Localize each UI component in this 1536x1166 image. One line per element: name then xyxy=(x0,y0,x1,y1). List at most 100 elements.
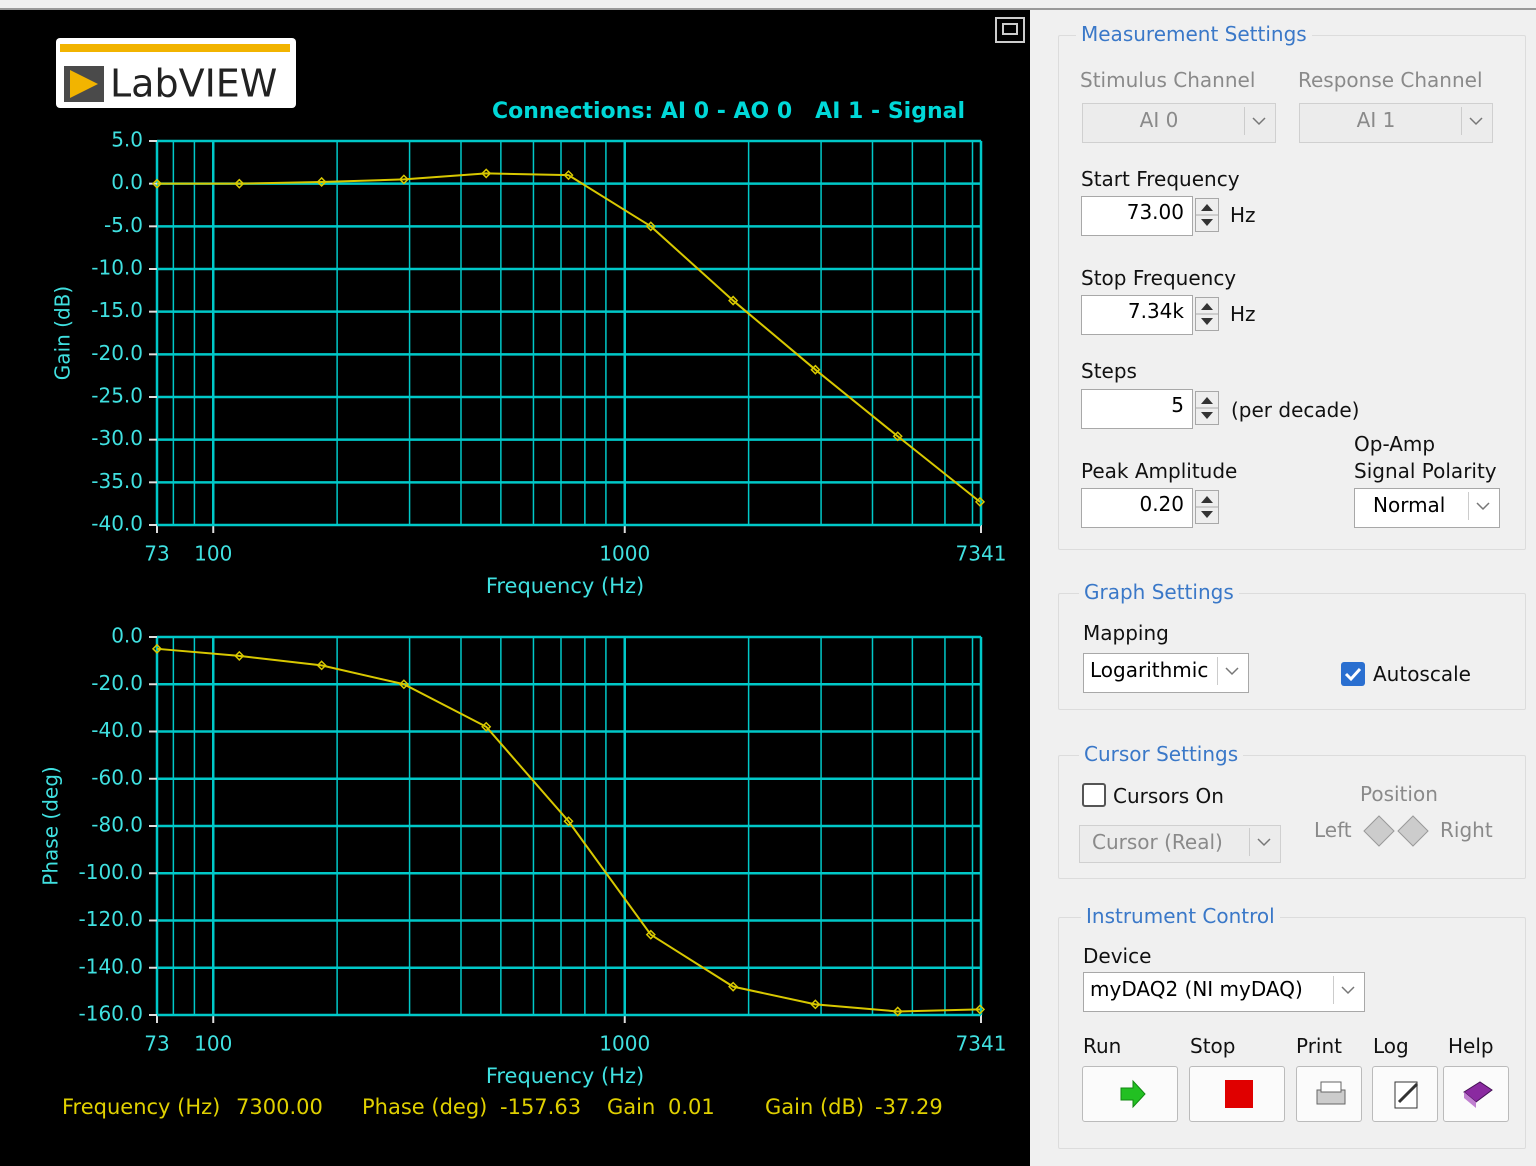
spinner[interactable] xyxy=(1195,198,1219,232)
label: Stop Frequency xyxy=(1081,266,1237,290)
x-tick-label: 73 xyxy=(144,1032,169,1056)
data-point xyxy=(481,168,492,179)
data-point xyxy=(892,431,903,442)
y-tick-label: -60.0 xyxy=(91,765,143,789)
data-point xyxy=(974,496,986,507)
data-point xyxy=(563,816,574,827)
dropdown-arrow xyxy=(1217,657,1246,685)
data-point xyxy=(316,176,327,188)
y-tick-label: -100.0 xyxy=(79,860,143,884)
y-tick-label: -40.0 xyxy=(91,718,143,742)
stop-frequency-input[interactable]: 7.34k xyxy=(1081,295,1193,335)
button[interactable] xyxy=(1082,1066,1178,1122)
label: Start Frequency xyxy=(1081,167,1240,191)
label: Signal Polarity xyxy=(1354,459,1497,483)
logo-bar xyxy=(60,44,290,52)
data-point xyxy=(398,174,409,185)
chevron xyxy=(1476,502,1490,511)
chevron xyxy=(1252,117,1266,126)
data-point xyxy=(234,178,245,189)
dropdown-arrow xyxy=(1244,107,1273,135)
amplitude-input[interactable]: 0.20 xyxy=(1081,488,1193,528)
graph-panel: LabVIEW Connections: AI 0 - AO 0 AI 1 - … xyxy=(0,10,1030,1166)
button-label: Log xyxy=(1373,1034,1409,1058)
x-tick-label: 73 xyxy=(144,542,169,566)
button-icon xyxy=(1316,1081,1346,1105)
group-box xyxy=(1058,755,1526,879)
x-axis-label: Frequency (Hz) xyxy=(486,574,644,598)
spin-arrows xyxy=(1196,496,1218,518)
spinner[interactable] xyxy=(1195,297,1219,331)
data-point xyxy=(645,929,656,940)
restore-icon[interactable] xyxy=(995,17,1025,43)
cursor-diamonds[interactable] xyxy=(1362,814,1432,848)
y-tick-label: -140.0 xyxy=(79,954,143,978)
data-point xyxy=(151,643,163,654)
label: Op-Amp xyxy=(1354,432,1436,456)
spin-arrows xyxy=(1196,397,1218,419)
y-tick-label: -30.0 xyxy=(91,426,143,450)
button[interactable] xyxy=(1189,1066,1285,1122)
label: Mapping xyxy=(1083,621,1169,645)
logo-icon-arrow xyxy=(70,70,98,98)
logo-text: LabVIEW xyxy=(110,62,277,106)
button-label: Stop xyxy=(1190,1034,1236,1058)
response-dropdown[interactable]: AI 1 xyxy=(1299,103,1493,143)
spinner[interactable] xyxy=(1195,391,1219,425)
x-tick-label: 7341 xyxy=(956,1032,1007,1056)
restore-icon-inner xyxy=(1002,23,1018,35)
start-frequency-input[interactable]: 73.00 xyxy=(1081,196,1193,236)
autoscale-checkbox[interactable] xyxy=(1341,662,1365,686)
button-label: Print xyxy=(1296,1034,1343,1058)
data-point xyxy=(398,679,409,690)
unit: (per decade) xyxy=(1231,398,1360,422)
label: Autoscale xyxy=(1373,662,1471,686)
label: Position xyxy=(1360,782,1438,806)
x-tick-label: 100 xyxy=(194,1032,232,1056)
label: Cursors On xyxy=(1113,784,1224,808)
data-line xyxy=(157,172,981,503)
x-tick-label: 100 xyxy=(194,542,232,566)
button-icon xyxy=(1120,1079,1146,1109)
group-title: Instrument Control xyxy=(1081,904,1280,928)
chevron xyxy=(1469,117,1483,126)
dropdown-value: Cursor (Real) xyxy=(1092,830,1223,854)
spin-arrows xyxy=(1196,303,1218,325)
y-tick-label: 5.0 xyxy=(111,128,143,152)
device-dropdown[interactable]: myDAQ2 (NI myDAQ) xyxy=(1083,972,1365,1012)
data-point xyxy=(974,1004,986,1015)
spin-arrows xyxy=(1196,204,1218,226)
button-icon xyxy=(1225,1080,1253,1108)
data-point xyxy=(728,981,739,992)
readout-label: Phase (deg) xyxy=(362,1095,487,1119)
data-line xyxy=(156,647,981,1013)
label: Left xyxy=(1314,818,1352,842)
mapping-dropdown[interactable]: Logarithmic xyxy=(1083,653,1249,693)
data-point xyxy=(892,1006,903,1017)
cursor-dropdown[interactable]: Cursor (Real) xyxy=(1079,825,1281,863)
label: Peak Amplitude xyxy=(1081,459,1238,483)
polarity-dropdown[interactable]: Normal xyxy=(1354,488,1500,528)
button[interactable] xyxy=(1296,1066,1362,1122)
button[interactable] xyxy=(1443,1066,1509,1122)
data-point xyxy=(234,650,245,661)
readout-value: -37.29 xyxy=(875,1095,943,1119)
unit: Hz xyxy=(1230,302,1256,326)
readout-label: Frequency (Hz) xyxy=(62,1095,220,1119)
dropdown-arrow xyxy=(1461,107,1490,135)
steps-input[interactable]: 5 xyxy=(1081,389,1193,429)
stimulus-dropdown[interactable]: AI 0 xyxy=(1082,103,1276,143)
chevron xyxy=(1341,986,1355,995)
y-tick-label: -20.0 xyxy=(91,341,143,365)
readout-label: Gain xyxy=(607,1095,655,1119)
cursors-checkbox[interactable] xyxy=(1082,783,1106,807)
data-point xyxy=(316,660,327,671)
y-tick-label: -15.0 xyxy=(91,298,143,322)
button[interactable] xyxy=(1372,1066,1438,1122)
spinner[interactable] xyxy=(1195,490,1219,524)
y-tick-label: -160.0 xyxy=(79,1002,143,1026)
group-title: Graph Settings xyxy=(1079,580,1239,604)
x-tick-label: 7341 xyxy=(956,542,1007,566)
y-axis-label: Gain (dB) xyxy=(51,286,75,380)
